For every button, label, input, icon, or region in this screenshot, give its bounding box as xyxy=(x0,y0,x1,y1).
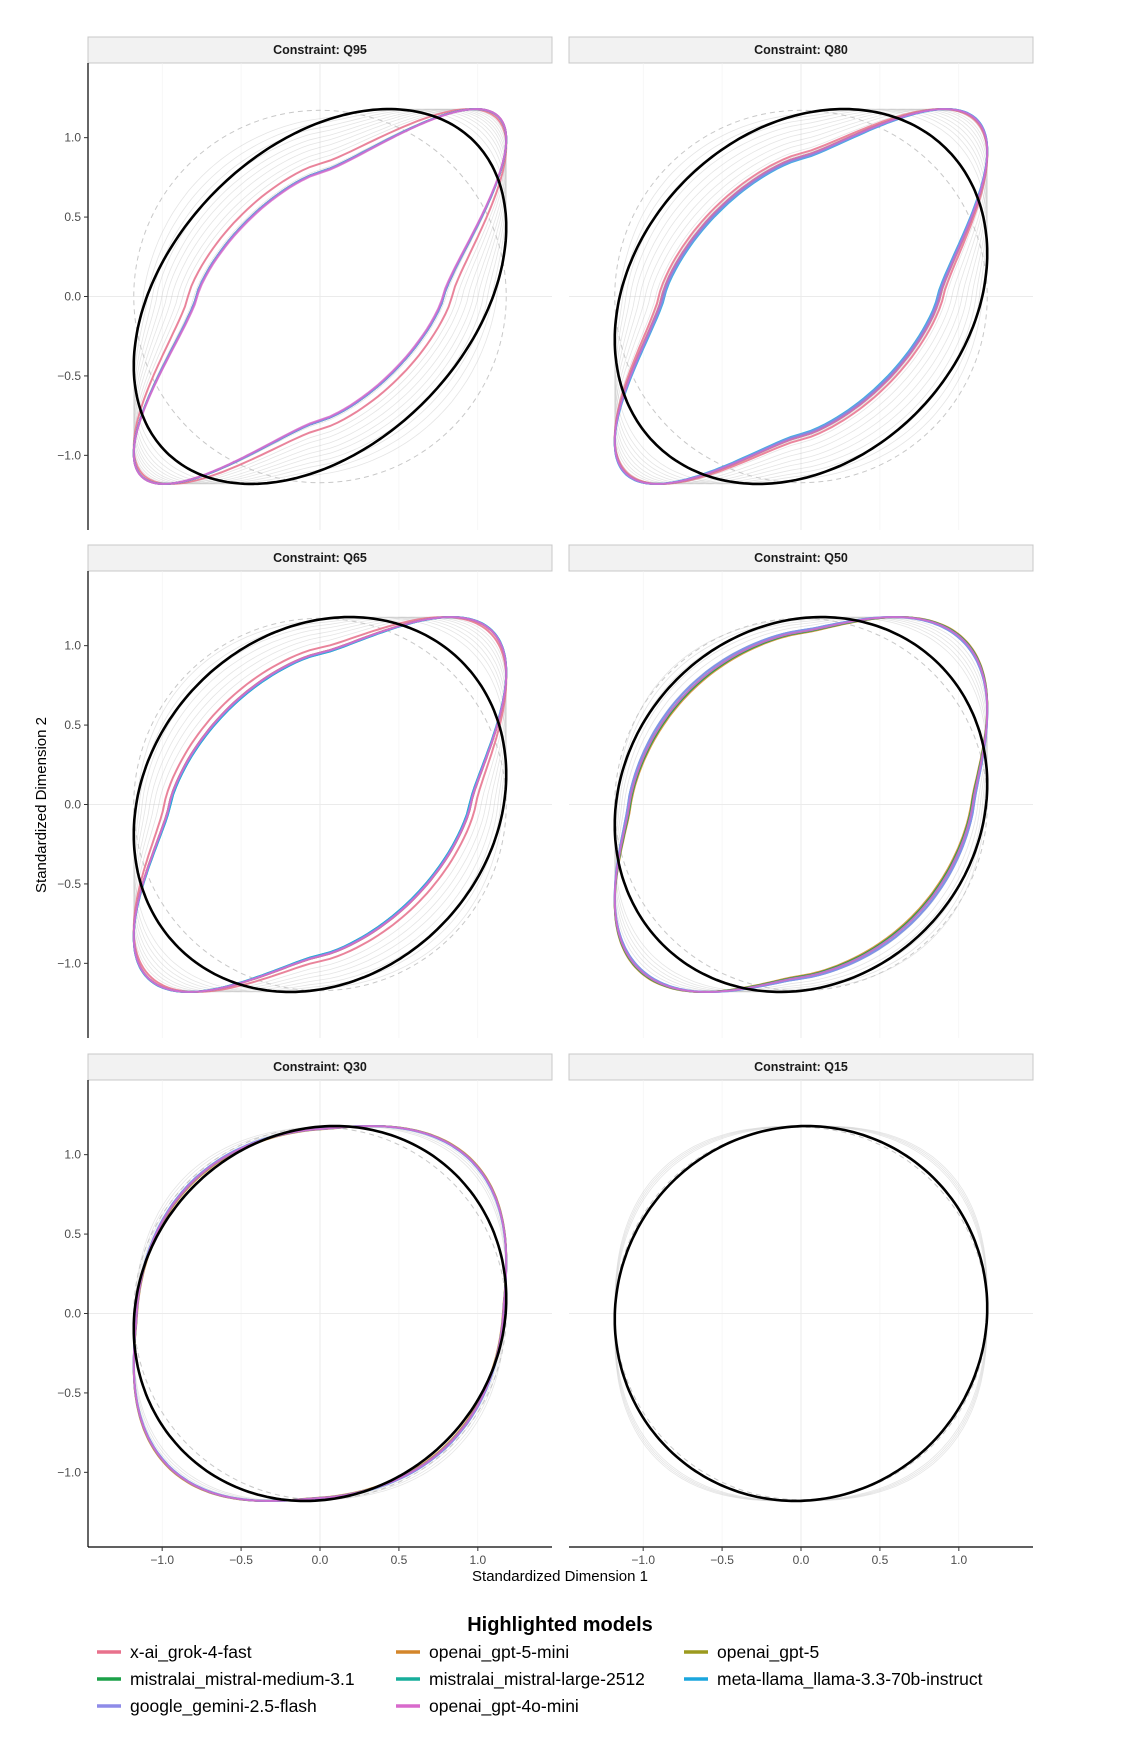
reference-circle xyxy=(133,109,507,484)
target-ellipse xyxy=(132,107,508,486)
facet-strip xyxy=(568,36,1034,64)
highlight-curve-openai_gpt-4o-mini xyxy=(613,616,989,993)
target-ellipse xyxy=(132,1124,508,1503)
facet-title: Constraint: Q30 xyxy=(273,1060,367,1074)
target-ellipse xyxy=(132,615,508,994)
panel-q65: Constraint: Q65 −1.0 −0.5 0.0 0.5 1.0 xyxy=(57,544,553,1038)
legend-item: openai_gpt-5-mini xyxy=(396,1642,569,1663)
y-tick-label: 0.5 xyxy=(64,1227,81,1241)
panel-q80: Constraint: Q80 xyxy=(568,36,1034,530)
y-tick-label: −0.5 xyxy=(57,1386,81,1400)
y-tick-label: −1.0 xyxy=(57,956,81,970)
legend-item: mistralai_mistral-large-2512 xyxy=(396,1669,645,1690)
facet-strip xyxy=(87,1053,553,1081)
x-axis-label: Standardized Dimension 1 xyxy=(472,1568,648,1585)
legend-label: mistralai_mistral-medium-3.1 xyxy=(130,1669,355,1690)
highlight-curve-openai_gpt-4o-mini xyxy=(132,1125,508,1502)
background-model-curve xyxy=(133,108,507,485)
target-ellipse xyxy=(613,615,989,994)
x-tick-label: 0.0 xyxy=(793,1553,810,1567)
y-tick-label: −1.0 xyxy=(57,1465,81,1479)
highlight-curve-openai_gpt-4o-mini xyxy=(132,616,508,993)
x-tick-label: 0.0 xyxy=(312,1553,329,1567)
panel-q50: Constraint: Q50 xyxy=(568,544,1034,1038)
legend-label: x-ai_grok-4-fast xyxy=(130,1642,252,1663)
panel-q95: Constraint: Q95 −1.0 −0.5 0.0 0.5 1.0 xyxy=(57,36,553,530)
background-model-curve xyxy=(614,108,988,485)
panel-q15: Constraint: Q15 −1.0 −0.5 0.0 0.5 1.0 xyxy=(568,1053,1034,1567)
facet-strip xyxy=(87,36,553,64)
highlight-curve-openai_gpt-4o-mini xyxy=(132,108,508,485)
y-tick-label: −0.5 xyxy=(57,877,81,891)
facet-strip xyxy=(87,544,553,572)
background-model-curve xyxy=(614,108,988,485)
y-tick-label: 0.0 xyxy=(64,798,81,812)
background-model-curve xyxy=(133,108,507,485)
y-tick-label: 1.0 xyxy=(64,131,81,145)
legend-item: openai_gpt-4o-mini xyxy=(396,1696,579,1717)
x-tick-label: 1.0 xyxy=(469,1553,486,1567)
background-model-curve xyxy=(614,108,988,485)
target-ellipse xyxy=(613,107,989,486)
facet-strip xyxy=(568,544,1034,572)
legend-label: openai_gpt-5-mini xyxy=(429,1642,569,1663)
x-tick-label: −1.0 xyxy=(150,1553,174,1567)
y-axis-label: Standardized Dimension 2 xyxy=(33,717,50,893)
y-tick-label: 0.5 xyxy=(64,210,81,224)
background-model-curve xyxy=(614,108,988,485)
legend-label: meta-llama_llama-3.3-70b-instruct xyxy=(717,1669,983,1690)
panels: Constraint: Q95−1.0−0.50.00.51.0Constrai… xyxy=(57,36,1034,1567)
background-model-curve xyxy=(133,616,507,993)
legend-label: openai_gpt-5 xyxy=(717,1642,819,1663)
legend-item: mistralai_mistral-medium-3.1 xyxy=(97,1669,355,1690)
y-tick-label: 0.0 xyxy=(64,290,81,304)
reference-circle xyxy=(614,109,988,484)
legend: x-ai_grok-4-fast openai_gpt-5-mini openai_… xyxy=(97,1642,983,1717)
facet-title: Constraint: Q15 xyxy=(754,1060,848,1074)
facet-title: Constraint: Q65 xyxy=(273,551,367,565)
legend-label: mistralai_mistral-large-2512 xyxy=(429,1669,645,1690)
highlight-curve-openai_gpt-4o-mini xyxy=(613,108,989,485)
facet-title: Constraint: Q50 xyxy=(754,551,848,565)
background-model-curve xyxy=(133,108,507,485)
x-tick-label: 0.5 xyxy=(872,1553,889,1567)
target-ellipse xyxy=(613,1124,989,1503)
legend-item: meta-llama_llama-3.3-70b-instruct xyxy=(684,1669,983,1690)
legend-label: google_gemini-2.5-flash xyxy=(130,1696,317,1717)
y-tick-label: −1.0 xyxy=(57,448,81,462)
x-tick-label: 0.5 xyxy=(391,1553,408,1567)
y-tick-label: 0.5 xyxy=(64,718,81,732)
y-tick-label: 0.0 xyxy=(64,1307,81,1321)
background-model-curve xyxy=(133,108,507,485)
y-tick-label: 1.0 xyxy=(64,639,81,653)
background-model-curve xyxy=(614,108,988,485)
x-tick-label: −1.0 xyxy=(631,1553,655,1567)
legend-item: openai_gpt-5 xyxy=(684,1642,819,1663)
legend-label: openai_gpt-4o-mini xyxy=(429,1696,579,1717)
background-model-curve xyxy=(614,108,988,485)
background-model-curve xyxy=(614,616,988,993)
facet-title: Constraint: Q80 xyxy=(754,43,848,57)
x-tick-label: 1.0 xyxy=(950,1553,967,1567)
y-tick-label: −0.5 xyxy=(57,369,81,383)
legend-item: x-ai_grok-4-fast xyxy=(97,1642,252,1663)
x-tick-label: −0.5 xyxy=(229,1553,253,1567)
background-model-curve xyxy=(614,616,988,993)
panel-q30: Constraint: Q30 −1.0 −0.5 0.0 0.5 1.0 −1.0 −0.5… xyxy=(57,1053,553,1567)
background-model-curve xyxy=(133,616,507,993)
background-model-curve xyxy=(133,108,507,485)
y-tick-label: 1.0 xyxy=(64,1148,81,1162)
x-tick-label: −0.5 xyxy=(710,1553,734,1567)
legend-title: Highlighted models xyxy=(467,1614,653,1636)
facet-strip xyxy=(568,1053,1034,1081)
legend-item: google_gemini-2.5-flash xyxy=(97,1696,317,1717)
facet-title: Constraint: Q95 xyxy=(273,43,367,57)
